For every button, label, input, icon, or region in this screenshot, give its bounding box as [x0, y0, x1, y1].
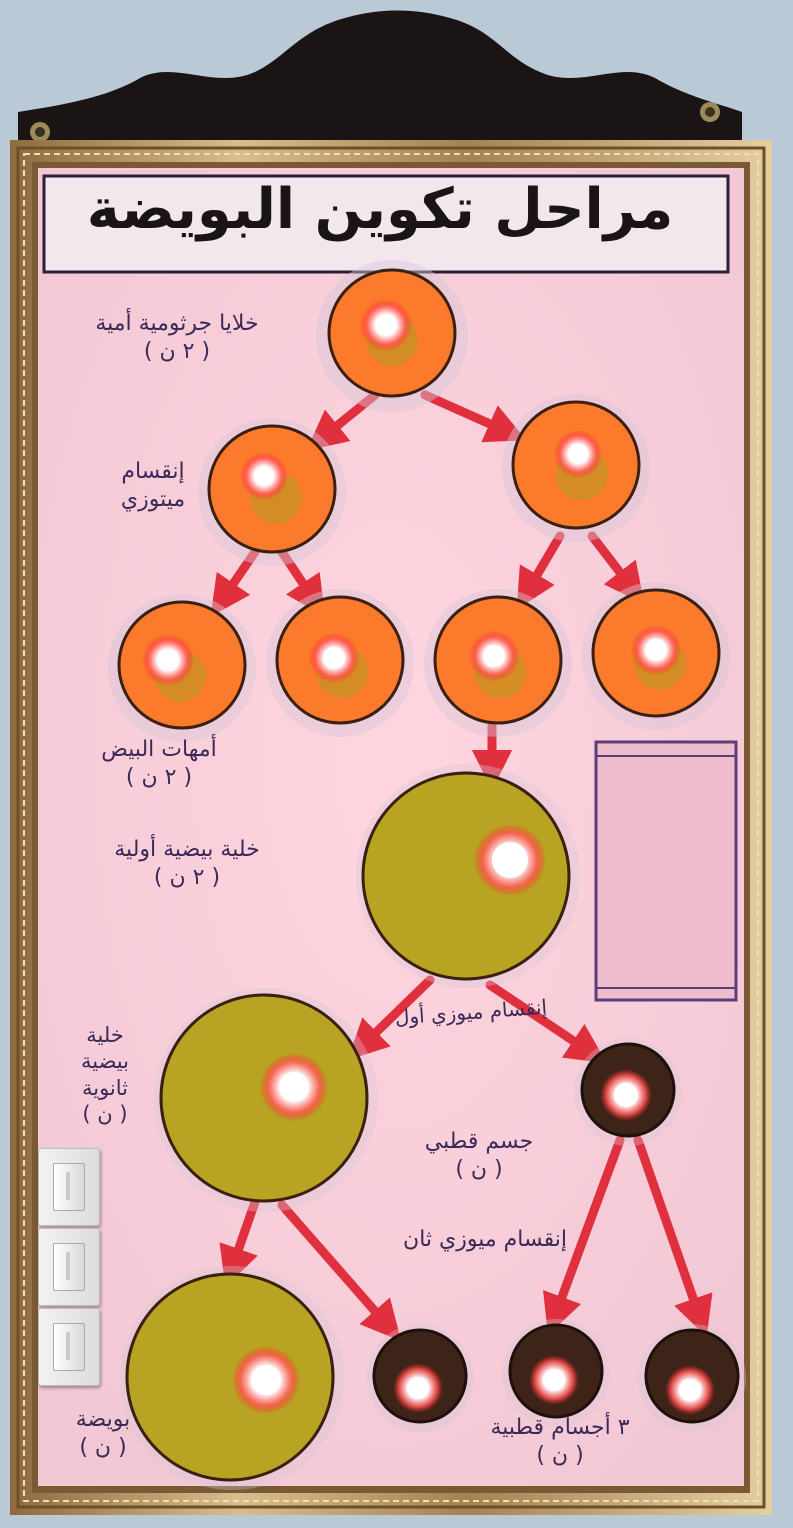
arrow-germ-to-right [420, 390, 527, 443]
label-polar-body-ploidy: ( ن ) [455, 1156, 503, 1182]
label-ovum: بويضة ( ن ) [58, 1406, 148, 1461]
label-mitosis: إنقسام ميتوزي [108, 458, 198, 513]
cell-oogonium-3 [424, 589, 572, 737]
cell-oogonium-2 [266, 589, 414, 737]
cell-polar-body-2 [366, 1324, 474, 1432]
cell-polar-body-1 [574, 1038, 682, 1146]
label-meiosis-2: إنقسام ميوزي ثان [403, 1227, 567, 1252]
arrow-l-to-1 [210, 547, 260, 617]
cell-oogonium-1 [108, 594, 256, 742]
label-polar-bodies: ٣ أجسام قطبية ( ن ) [400, 1414, 720, 1469]
label-germ-cells-ploidy: ( ٢ ن ) [143, 338, 211, 364]
cell-germ [316, 260, 468, 412]
cell-oogonium-4 [582, 582, 730, 730]
cell-ovum [120, 1266, 344, 1490]
switch-rocker-3[interactable] [53, 1323, 85, 1371]
title-box [42, 174, 730, 274]
arrow-primary-to-secondary [347, 975, 435, 1061]
label-germ-cells: خلايا جرثومية أمية ( ٢ ن ) [72, 310, 282, 365]
cell-polar-body-3 [502, 1319, 610, 1427]
arrow-germ-to-left [306, 390, 380, 451]
light-switch-3[interactable] [38, 1308, 100, 1386]
label-mitosis-line1: إنقسام [121, 459, 185, 484]
poster-title: مراحل تكوين البويضة [86, 177, 674, 242]
cell-mitosis-right [502, 394, 650, 542]
label-primary-oocyte: خلية بيضية أولية ( ٢ ن ) [74, 836, 300, 891]
arrow-secondary-to-ovum [219, 1197, 260, 1288]
light-switch-2[interactable] [38, 1228, 100, 1306]
arrow-polar-to-p3 [633, 1135, 713, 1338]
cell-primary-oocyte [356, 764, 580, 988]
label-ovum-ploidy: ( ن ) [79, 1434, 127, 1460]
wooden-crest [18, 10, 742, 150]
label-polar-body: جسم قطبي ( ن ) [404, 1128, 554, 1183]
label-mitosis-line2: ميتوزي [120, 486, 186, 512]
label-germ-cells-name: خلايا جرثومية أمية [95, 311, 259, 336]
arrow-polar-to-p2 [543, 1135, 625, 1335]
label-secondary-oocyte: خلية بيضية ثانوية ( ن ) [58, 1022, 152, 1127]
label-oogonia-ploidy: ( ٢ ن ) [125, 764, 193, 790]
label-oogonia-name: أمهات البيض [101, 737, 217, 762]
arrows [210, 390, 713, 1342]
label-polar-body-name: جسم قطبي [424, 1129, 534, 1154]
switch-rocker-1[interactable] [53, 1163, 85, 1211]
cell-secondary-oocyte [154, 988, 378, 1212]
cell-polar-body-4 [638, 1324, 746, 1432]
light-switch-1[interactable] [38, 1148, 100, 1226]
label-ovum-name: بويضة [75, 1407, 131, 1432]
label-oogonia: أمهات البيض ( ٢ ن ) [64, 736, 254, 791]
arrow-r-to-3 [516, 531, 565, 610]
empty-panel [594, 740, 738, 1002]
arrow-primary-to-polar [485, 980, 607, 1064]
label-secondary-oocyte-line2: بيضية [81, 1049, 129, 1074]
switch-rocker-2[interactable] [53, 1243, 85, 1291]
label-primary-oocyte-ploidy: ( ٢ ن ) [153, 864, 221, 890]
arrow-l-to-2 [277, 547, 326, 617]
label-secondary-oocyte-line3: ثانوية [81, 1075, 129, 1100]
arrow-r-to-4 [587, 531, 645, 605]
label-secondary-oocyte-line1: خلية [86, 1023, 124, 1047]
arrow-secondary-to-polar [277, 1200, 402, 1342]
cell-mitosis-left [198, 418, 346, 566]
label-polar-bodies-name: ٣ أجسام قطبية [490, 1415, 630, 1440]
label-secondary-oocyte-ploidy: ( ن ) [82, 1101, 128, 1126]
label-polar-bodies-ploidy: ( ن ) [536, 1442, 584, 1468]
label-primary-oocyte-name: خلية بيضية أولية [114, 837, 260, 862]
